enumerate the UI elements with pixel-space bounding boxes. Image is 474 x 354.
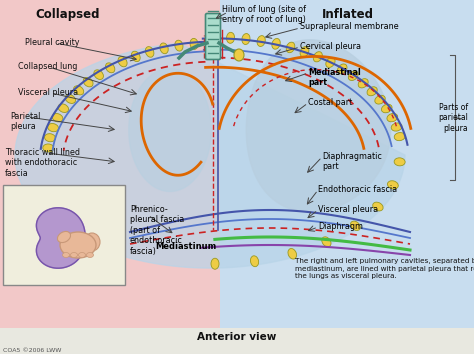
Ellipse shape: [367, 87, 377, 96]
Ellipse shape: [131, 51, 140, 62]
Ellipse shape: [337, 64, 347, 74]
Polygon shape: [220, 0, 474, 328]
Text: Mediastinal
part: Mediastinal part: [308, 68, 361, 87]
Ellipse shape: [313, 52, 322, 62]
Text: The right and left pulmonary cavities, separated by the
mediastinum, are lined w: The right and left pulmonary cavities, s…: [295, 258, 474, 279]
Ellipse shape: [86, 252, 93, 257]
Polygon shape: [0, 328, 474, 354]
Text: COA5 ©2006 LWW: COA5 ©2006 LWW: [3, 348, 61, 353]
Ellipse shape: [211, 258, 219, 269]
Ellipse shape: [71, 252, 78, 257]
Ellipse shape: [391, 123, 402, 131]
Ellipse shape: [73, 86, 84, 95]
Ellipse shape: [382, 104, 392, 113]
Text: Cervical pleura: Cervical pleura: [300, 42, 361, 51]
Ellipse shape: [84, 233, 100, 251]
Ellipse shape: [146, 47, 154, 57]
Polygon shape: [15, 43, 405, 268]
Text: Diaphragmatic
part: Diaphragmatic part: [322, 152, 382, 171]
Ellipse shape: [234, 49, 244, 61]
Ellipse shape: [60, 232, 96, 258]
Text: Visceral pleura: Visceral pleura: [18, 88, 78, 97]
Ellipse shape: [190, 38, 198, 49]
Ellipse shape: [300, 46, 309, 57]
Text: Collapsed lung: Collapsed lung: [18, 62, 77, 71]
Ellipse shape: [375, 95, 385, 104]
Ellipse shape: [45, 134, 55, 142]
Ellipse shape: [322, 237, 331, 247]
Ellipse shape: [286, 42, 295, 53]
Polygon shape: [36, 208, 85, 268]
Ellipse shape: [242, 34, 250, 45]
Text: Suprapleural membrane: Suprapleural membrane: [300, 22, 399, 31]
Ellipse shape: [272, 39, 280, 49]
Polygon shape: [129, 69, 211, 192]
Ellipse shape: [257, 36, 265, 46]
Ellipse shape: [63, 252, 70, 257]
Ellipse shape: [65, 95, 75, 103]
Ellipse shape: [79, 252, 85, 257]
Ellipse shape: [394, 158, 405, 166]
Ellipse shape: [43, 144, 54, 152]
Ellipse shape: [175, 40, 183, 51]
Ellipse shape: [387, 113, 398, 122]
Ellipse shape: [52, 114, 63, 122]
Text: Anterior view: Anterior view: [197, 332, 277, 342]
Text: Diaphragm: Diaphragm: [318, 222, 363, 231]
Ellipse shape: [83, 78, 93, 87]
Ellipse shape: [394, 132, 405, 141]
Polygon shape: [0, 0, 220, 328]
Ellipse shape: [106, 63, 115, 73]
Ellipse shape: [160, 43, 168, 54]
Ellipse shape: [350, 221, 360, 230]
Text: Endothoracic fascia: Endothoracic fascia: [318, 185, 397, 194]
Ellipse shape: [48, 124, 58, 132]
Ellipse shape: [58, 104, 69, 113]
Polygon shape: [246, 40, 391, 212]
Text: Thoracic wall lined
with endothoracic
fascia: Thoracic wall lined with endothoracic fa…: [5, 148, 80, 178]
Ellipse shape: [373, 202, 383, 211]
Text: Costal part: Costal part: [308, 98, 352, 107]
Text: Hilum of lung (site of
entry of root of lung): Hilum of lung (site of entry of root of …: [222, 5, 306, 24]
Ellipse shape: [358, 79, 368, 88]
Ellipse shape: [94, 70, 103, 80]
Ellipse shape: [227, 32, 235, 43]
Text: Collapsed: Collapsed: [36, 8, 100, 21]
Ellipse shape: [250, 256, 259, 267]
Ellipse shape: [326, 57, 335, 68]
Ellipse shape: [288, 249, 297, 259]
Text: Parts of
parietal
pleura: Parts of parietal pleura: [438, 103, 468, 133]
Ellipse shape: [57, 232, 71, 242]
Text: Visceral pleura: Visceral pleura: [318, 205, 378, 214]
Text: Mediastinum: Mediastinum: [155, 242, 217, 251]
Ellipse shape: [387, 181, 398, 189]
Ellipse shape: [118, 57, 127, 67]
Ellipse shape: [211, 32, 219, 43]
Text: Inflated: Inflated: [322, 8, 374, 21]
FancyBboxPatch shape: [206, 13, 220, 59]
Text: Phrenico-
pleural fascia
(part of
endothoracic
fascia): Phrenico- pleural fascia (part of endoth…: [130, 205, 184, 256]
Text: Parietal
pleura: Parietal pleura: [10, 112, 40, 131]
Ellipse shape: [348, 71, 358, 80]
Text: Pleural cavity: Pleural cavity: [25, 38, 80, 47]
FancyBboxPatch shape: [3, 185, 125, 285]
Polygon shape: [0, 0, 220, 354]
